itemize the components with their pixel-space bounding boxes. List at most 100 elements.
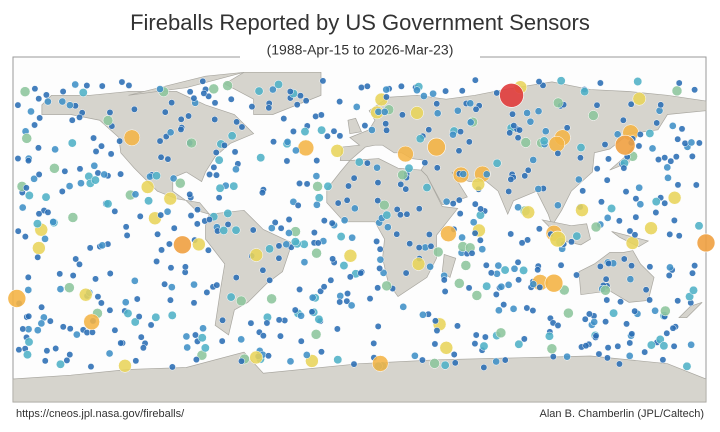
- fireball-dot: [593, 101, 601, 109]
- fireball-dot: [193, 220, 201, 228]
- fireball-dot: [609, 308, 619, 318]
- fireball-dot: [78, 88, 88, 98]
- fireball-dot: [163, 207, 172, 216]
- fireball-dot: [554, 322, 562, 329]
- fireball-dot: [219, 226, 229, 235]
- fireball-dot: [372, 355, 389, 372]
- fireball-dot: [667, 191, 682, 205]
- fireball-dot: [604, 344, 612, 352]
- fireball-dot: [380, 108, 389, 116]
- fireball-dot: [122, 223, 130, 231]
- fireball-dot: [495, 306, 503, 315]
- fireball-dot: [429, 358, 440, 369]
- fireball-dot: [229, 181, 239, 191]
- fireball-dot: [218, 337, 226, 345]
- fireball-dot: [666, 263, 674, 272]
- fireball-dot: [238, 123, 246, 131]
- fireball-dot: [440, 360, 450, 370]
- fireball-dot: [689, 269, 696, 277]
- fireball-dot: [396, 211, 404, 219]
- fireball-dot: [652, 209, 660, 216]
- fireball-dot: [69, 272, 77, 279]
- fireball-dot: [460, 260, 472, 271]
- fireball-dot: [466, 99, 475, 108]
- fireball-dot: [500, 265, 510, 275]
- fireball-dot: [648, 144, 657, 153]
- fireball-dot: [641, 348, 649, 356]
- fireball-dot: [397, 145, 414, 163]
- fireball-dot: [668, 122, 677, 130]
- fireball-dot: [661, 199, 669, 207]
- fireball-dot: [403, 210, 411, 218]
- fireball-dot: [117, 170, 125, 178]
- fireball-dot: [327, 276, 335, 284]
- fireball-dot: [297, 92, 304, 100]
- fireball-dot: [603, 354, 611, 362]
- fireball-dot: [354, 157, 364, 167]
- fireball-dot: [600, 285, 611, 296]
- fireball-dot: [471, 340, 479, 348]
- fireball-dot: [623, 320, 631, 328]
- fireball-dot: [161, 108, 169, 116]
- fireball-dot: [678, 125, 686, 133]
- subtitle-bg: [240, 42, 480, 60]
- fireball-dot: [51, 145, 59, 154]
- fireball-dot: [21, 133, 32, 144]
- fireball-dot: [675, 232, 683, 240]
- fireball-dot: [514, 134, 522, 142]
- fireball-dot: [549, 230, 567, 248]
- fireball-dot: [549, 353, 557, 361]
- fireball-dot: [544, 331, 554, 341]
- fireball-dot: [521, 205, 535, 220]
- fireball-dot: [123, 231, 131, 239]
- fireball-dot: [56, 285, 65, 293]
- fireball-dot: [118, 359, 132, 373]
- fireball-dot: [286, 88, 294, 96]
- fireball-dot: [601, 141, 609, 148]
- fireball-dot: [346, 273, 354, 281]
- fireball-dot: [336, 132, 344, 140]
- fireball-dot: [431, 317, 439, 325]
- fireball-dot: [310, 229, 318, 237]
- fireball-dot: [131, 190, 140, 199]
- fireball-dot: [35, 210, 43, 218]
- fireball-dot: [507, 175, 515, 183]
- fireball-dot: [646, 263, 654, 271]
- fireball-dot: [397, 169, 408, 181]
- fireball-dot: [468, 249, 476, 257]
- fireball-dot: [682, 361, 692, 371]
- fireball-dot: [379, 199, 390, 211]
- fireball-dot: [259, 266, 267, 274]
- fireball-dot: [442, 87, 450, 95]
- fireball-dot: [420, 92, 428, 100]
- fireball-dot: [232, 274, 240, 282]
- fireball-dot: [487, 269, 495, 277]
- fireball-dot: [32, 241, 46, 255]
- fireball-dot: [200, 343, 210, 353]
- fireball-dot: [563, 352, 571, 361]
- fireball-dot: [481, 333, 489, 341]
- fireball-dot: [94, 169, 102, 177]
- fireball-dot: [34, 253, 42, 261]
- fireball-dot: [382, 93, 390, 101]
- fireball-dot: [254, 86, 264, 96]
- fireball-dot: [215, 194, 223, 202]
- fireball-dot: [402, 269, 410, 277]
- fireball-dot: [515, 276, 523, 284]
- fireball-dot: [425, 231, 433, 238]
- fireball-dot: [694, 221, 704, 231]
- fireball-dot: [659, 356, 667, 364]
- fireball-dot: [277, 224, 285, 232]
- fireball-dot: [294, 201, 302, 209]
- fireball-dot: [98, 82, 106, 90]
- fireball-dot: [30, 174, 38, 183]
- fireball-dot: [399, 303, 408, 311]
- fireball-dot: [397, 180, 405, 188]
- fireball-dot: [297, 311, 305, 320]
- fireball-dot: [602, 275, 610, 283]
- fireball-dot: [92, 275, 99, 283]
- fireball-dot: [471, 290, 483, 301]
- fireball-dot: [534, 266, 542, 274]
- fireball-dot: [482, 170, 491, 179]
- fireball-dot: [620, 255, 628, 263]
